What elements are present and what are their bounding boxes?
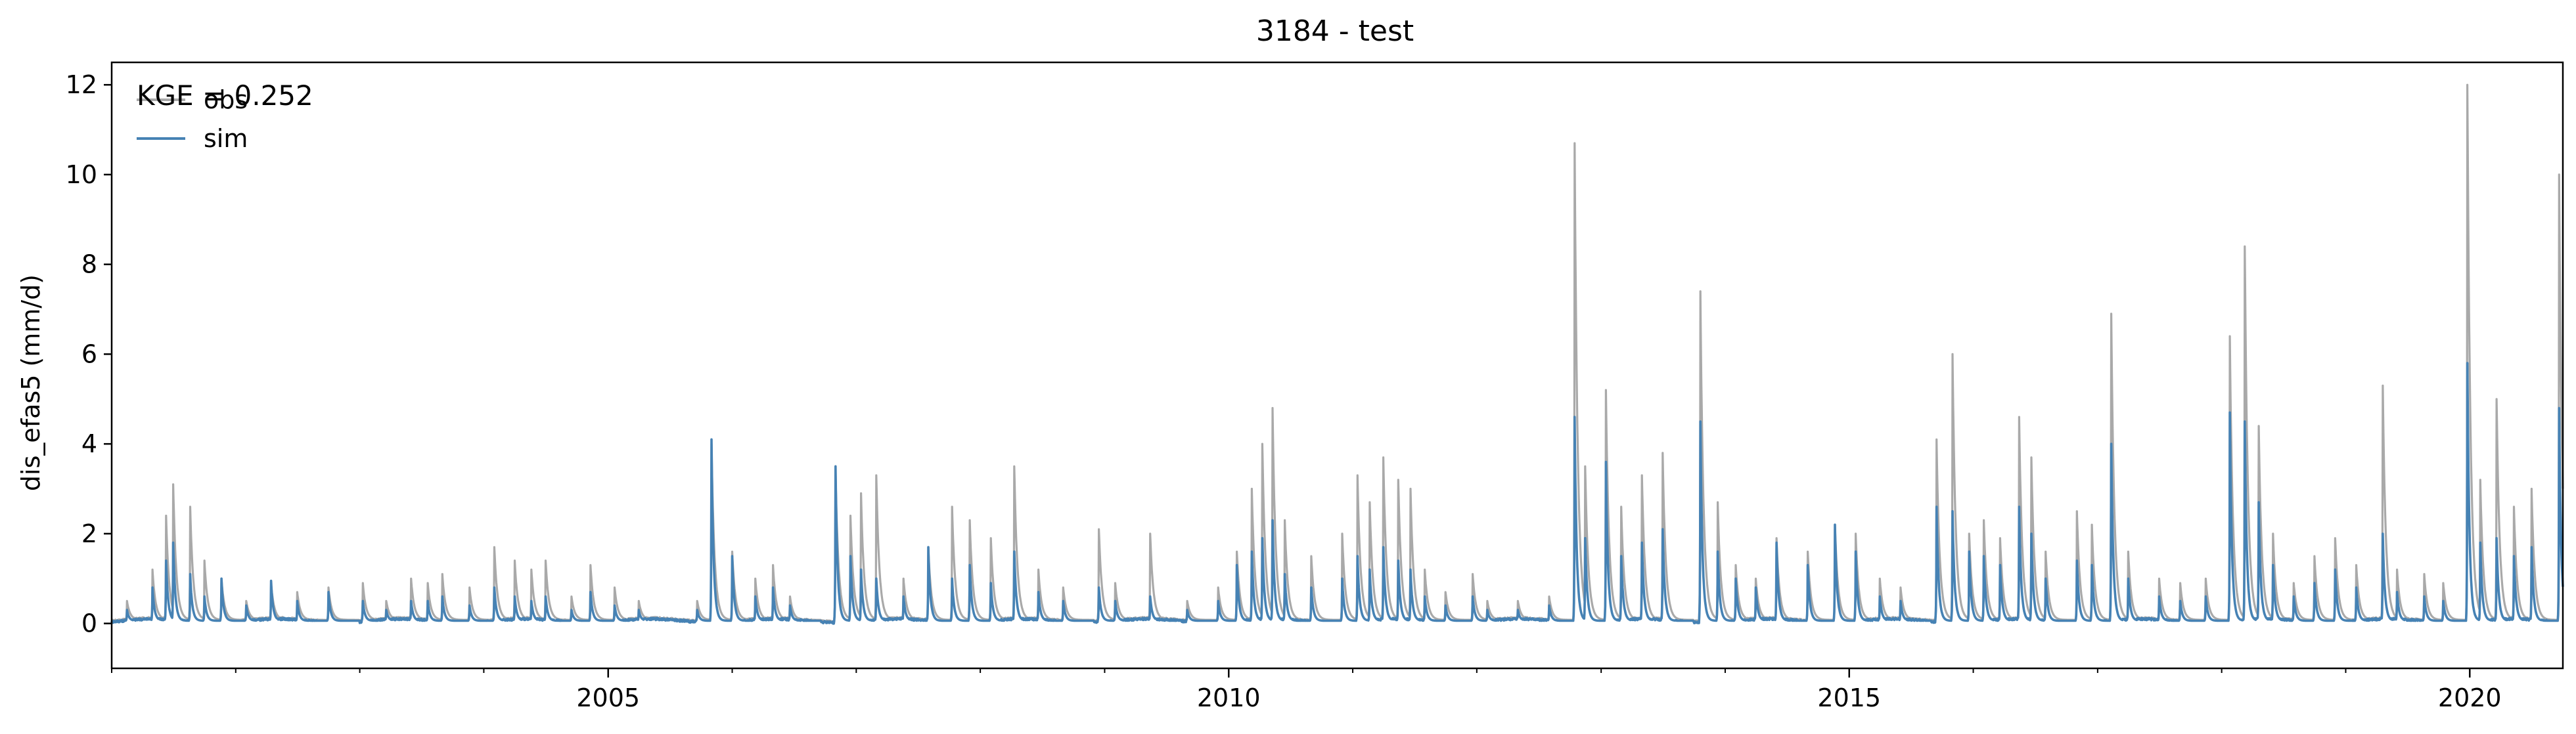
y-tick-label: 12 — [66, 70, 97, 99]
x-tick-label: 2015 — [1817, 683, 1881, 712]
y-axis-label: dis_efas5 (mm/d) — [16, 274, 45, 491]
y-axis-ticks: 0 2 4 6 8 10 12 — [66, 70, 112, 638]
chart-title: 3184 - test — [1256, 14, 1414, 48]
y-tick-label: 4 — [81, 429, 97, 458]
kge-annotation: KGE = 0.252 — [137, 79, 313, 112]
series-group — [110, 83, 2564, 625]
legend: obs sim — [137, 85, 248, 153]
series-line-sim — [110, 362, 2564, 625]
legend-sim-label: sim — [204, 124, 248, 153]
y-tick-label: 10 — [66, 160, 97, 189]
legend-obs-label: obs — [204, 85, 248, 114]
plot-frame — [110, 61, 2564, 670]
x-tick-label: 2005 — [576, 683, 640, 712]
y-tick-label: 2 — [81, 519, 97, 548]
y-tick-label: 0 — [81, 609, 97, 638]
x-tick-label: 2010 — [1197, 683, 1261, 712]
y-tick-label: 8 — [81, 250, 97, 279]
x-tick-label: 2020 — [2438, 683, 2502, 712]
x-axis-ticks: 2005 2010 2015 2020 — [111, 668, 2502, 712]
y-tick-label: 6 — [81, 339, 97, 368]
